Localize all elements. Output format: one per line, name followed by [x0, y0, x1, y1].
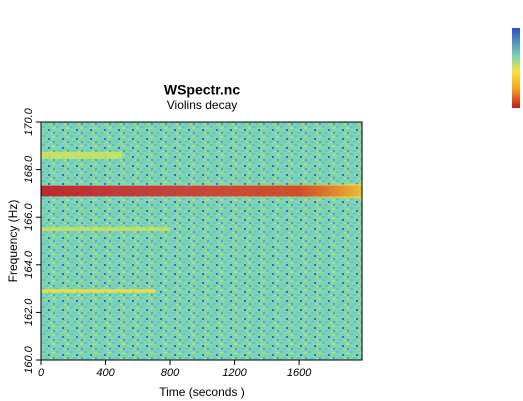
y-tick-label: 162.0 [23, 298, 35, 326]
plot-frame [40, 121, 363, 361]
y-tick-label: 166.0 [23, 203, 35, 231]
chart-title: WSpectr.nc [164, 82, 240, 98]
x-tick-label: 800 [161, 367, 180, 379]
x-tick-label: 0 [38, 367, 45, 379]
y-tick-label: 168.0 [23, 155, 35, 183]
colorbar [512, 28, 520, 108]
frequency-band [41, 227, 171, 231]
frequency-band [41, 151, 122, 159]
band-fade [41, 183, 362, 199]
x-tick-label: 400 [96, 367, 115, 379]
x-axis-label: Time (seconds ) [159, 385, 245, 399]
y-tick-label: 160.0 [23, 345, 35, 373]
x-tick-label: 1600 [287, 367, 312, 379]
x-tick-label: 1200 [222, 367, 247, 379]
plot-area [41, 122, 362, 360]
spectrogram-background [41, 122, 362, 360]
frequency-band [41, 289, 156, 293]
y-axis-label: Frequency (Hz) [6, 200, 20, 283]
y-tick-label: 164.0 [23, 250, 35, 278]
y-tick-label: 170.0 [23, 107, 35, 135]
chart-subtitle: Violins decay [167, 98, 238, 112]
